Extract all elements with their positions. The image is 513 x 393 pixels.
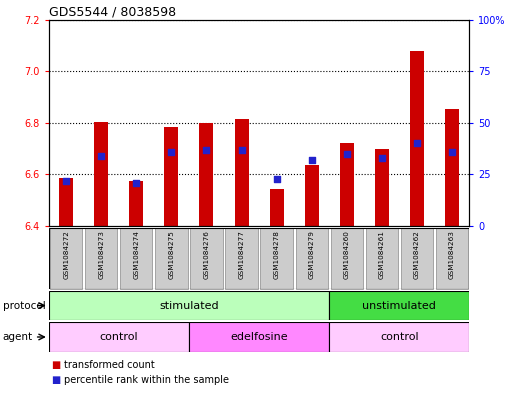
- Text: GSM1084277: GSM1084277: [239, 230, 245, 279]
- Point: [307, 157, 315, 163]
- Bar: [330, 228, 363, 289]
- Text: GSM1084278: GSM1084278: [273, 230, 280, 279]
- Text: edelfosine: edelfosine: [230, 332, 288, 342]
- Bar: [190, 228, 223, 289]
- Bar: [410, 51, 424, 226]
- Point: [202, 147, 210, 153]
- Bar: [200, 123, 213, 226]
- Text: GDS5544 / 8038598: GDS5544 / 8038598: [49, 6, 176, 18]
- Point: [132, 180, 141, 186]
- Bar: [401, 228, 433, 289]
- Point: [343, 151, 351, 157]
- Text: percentile rank within the sample: percentile rank within the sample: [64, 375, 229, 385]
- Bar: [340, 143, 353, 226]
- Point: [272, 175, 281, 182]
- Text: GSM1084260: GSM1084260: [344, 230, 350, 279]
- Bar: [436, 228, 468, 289]
- Bar: [329, 291, 469, 320]
- Text: stimulated: stimulated: [159, 301, 219, 310]
- Bar: [234, 119, 248, 226]
- Point: [448, 149, 456, 155]
- Bar: [120, 228, 152, 289]
- Bar: [269, 189, 284, 226]
- Text: unstimulated: unstimulated: [362, 301, 436, 310]
- Bar: [49, 322, 189, 352]
- Text: transformed count: transformed count: [64, 360, 155, 370]
- Bar: [366, 228, 398, 289]
- Text: ■: ■: [51, 360, 61, 370]
- Bar: [225, 228, 258, 289]
- Point: [62, 178, 70, 184]
- Point: [378, 155, 386, 161]
- Point: [238, 147, 246, 153]
- Bar: [50, 228, 83, 289]
- Bar: [129, 181, 143, 226]
- Text: GSM1084261: GSM1084261: [379, 230, 385, 279]
- Text: GSM1084279: GSM1084279: [309, 230, 314, 279]
- Text: protocol: protocol: [3, 301, 45, 310]
- Bar: [94, 121, 108, 226]
- Point: [167, 149, 175, 155]
- Text: control: control: [100, 332, 138, 342]
- Bar: [374, 149, 389, 226]
- Bar: [261, 228, 293, 289]
- Bar: [155, 228, 188, 289]
- Point: [97, 152, 105, 159]
- Bar: [445, 108, 459, 226]
- Point: [412, 140, 421, 147]
- Text: GSM1084273: GSM1084273: [98, 230, 104, 279]
- Bar: [295, 228, 328, 289]
- Bar: [59, 178, 73, 226]
- Bar: [305, 165, 319, 226]
- Bar: [85, 228, 117, 289]
- Text: GSM1084274: GSM1084274: [133, 230, 140, 279]
- Bar: [189, 322, 329, 352]
- Text: GSM1084276: GSM1084276: [204, 230, 209, 279]
- Bar: [49, 291, 329, 320]
- Text: GSM1084262: GSM1084262: [414, 230, 420, 279]
- Text: agent: agent: [3, 332, 33, 342]
- Text: GSM1084263: GSM1084263: [449, 230, 455, 279]
- Text: ■: ■: [51, 375, 61, 385]
- Text: GSM1084272: GSM1084272: [63, 230, 69, 279]
- Text: control: control: [380, 332, 419, 342]
- Text: GSM1084275: GSM1084275: [168, 230, 174, 279]
- Bar: [164, 127, 179, 226]
- Bar: [329, 322, 469, 352]
